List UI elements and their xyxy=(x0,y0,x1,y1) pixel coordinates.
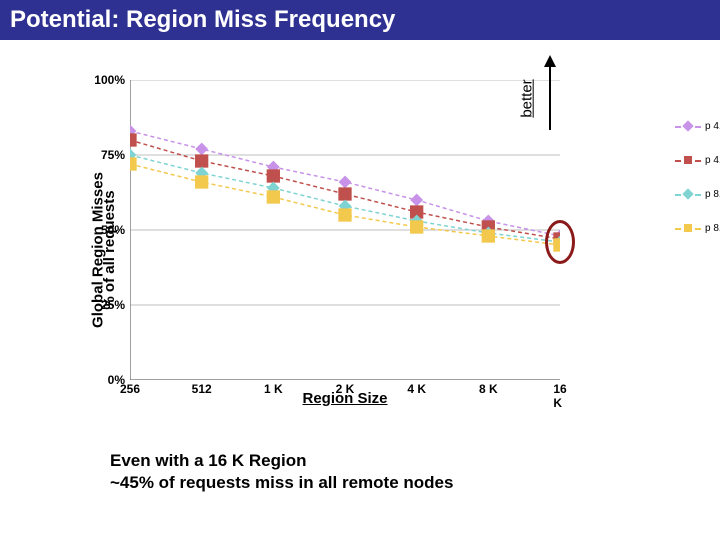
conclusion: Even with a 16 K Region ~45% of requests… xyxy=(110,450,453,494)
legend-item: p 4. 512 K xyxy=(675,120,720,132)
slide: Potential: Region Miss Frequency Global … xyxy=(0,0,720,540)
y-ticks: 0%25%50%75%100% xyxy=(80,80,125,380)
conclusion-line2: ~45% of requests miss in all remote node… xyxy=(110,473,453,492)
y-tick-label: 75% xyxy=(101,148,125,162)
plot-svg xyxy=(130,80,560,380)
legend-mark xyxy=(675,188,701,200)
y-tick-label: 100% xyxy=(94,73,125,87)
legend-mark xyxy=(675,120,701,132)
xlabel: Region Size xyxy=(130,390,560,407)
legend-label: p 4. 1 M xyxy=(705,155,720,166)
conclusion-line1: Even with a 16 K Region xyxy=(110,451,307,470)
title-text: Potential: Region Miss Frequency xyxy=(10,6,395,34)
better-arrow xyxy=(535,55,565,135)
plot-wrap: 0%25%50%75%100% 2565121 K2 K4 K8 K16 K b… xyxy=(130,80,560,380)
legend-mark xyxy=(675,154,701,166)
legend-label: p 8. 512 K xyxy=(705,189,720,200)
legend-item: p 4. 1 M xyxy=(675,154,720,166)
better-label: better xyxy=(518,79,535,117)
title-bar: Potential: Region Miss Frequency xyxy=(0,0,720,40)
y-tick-label: 50% xyxy=(101,223,125,237)
legend-label: p 8. 1 M xyxy=(705,223,720,234)
y-tick-label: 25% xyxy=(101,298,125,312)
legend: p 4. 512 K p 4. 1 M p 8. 512 K p 8. 1 M xyxy=(675,120,720,256)
chart-area: Global Region Misses % of all requests 0… xyxy=(20,80,670,420)
legend-item: p 8. 512 K xyxy=(675,188,720,200)
highlight-ellipse xyxy=(545,220,575,264)
legend-label: p 4. 512 K xyxy=(705,121,720,132)
legend-item: p 8. 1 M xyxy=(675,222,720,234)
legend-mark xyxy=(675,222,701,234)
